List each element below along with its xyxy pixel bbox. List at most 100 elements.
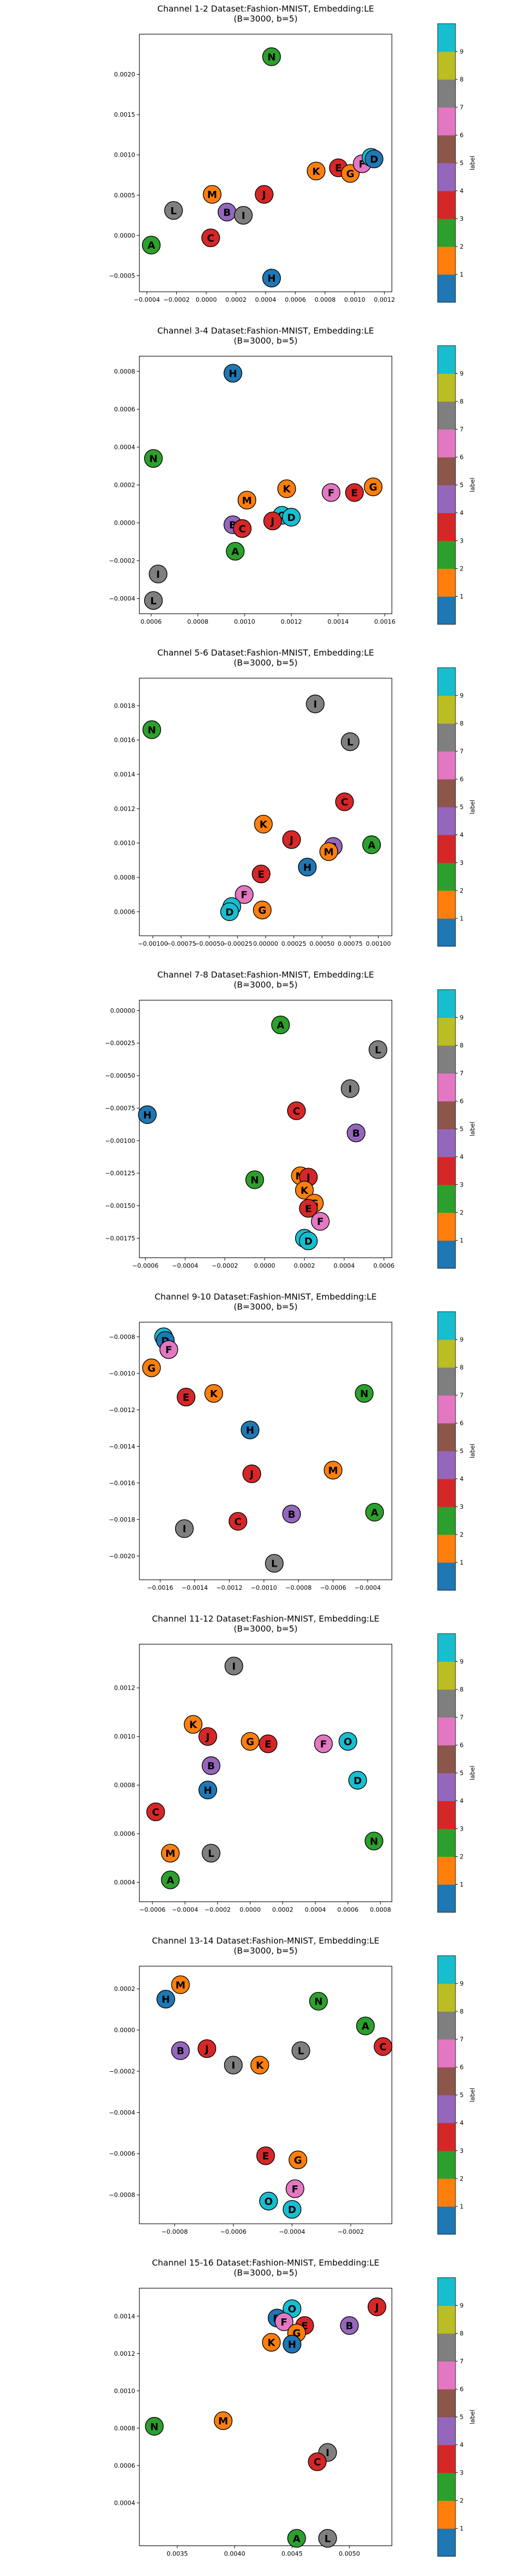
colorbar-tick-label: 1 <box>460 1559 463 1566</box>
colorbar-label: label <box>469 2088 476 2102</box>
axes-frame <box>139 678 392 936</box>
colorbar-segment <box>438 723 456 752</box>
y-tick-label: 0.0008 <box>114 874 135 881</box>
colorbar-segment <box>438 1045 456 1074</box>
scatter-point-G: G <box>240 1732 260 1751</box>
scatter-point-label: A <box>277 1020 285 1031</box>
scatter-point-label: G <box>258 905 267 916</box>
x-tick-label: −0.0006 <box>132 1262 158 1270</box>
scatter-point-H: H <box>262 269 281 288</box>
scatter-marker <box>237 490 257 510</box>
colorbar-segment <box>438 1773 456 1801</box>
y-tick-label: −0.00100 <box>105 1137 135 1144</box>
y-tick-label: 0.0004 <box>114 443 135 451</box>
colorbar-segment <box>438 2389 456 2417</box>
scatter-point-H: H <box>282 2335 301 2354</box>
scatter-point-M: M <box>203 185 222 204</box>
scatter-marker <box>144 591 163 610</box>
scatter-point-label: K <box>312 166 321 177</box>
x-tick-label: 0.0008 <box>370 1906 391 1914</box>
colorbar-segment <box>438 1633 456 1662</box>
colorbar-tick-label: 7 <box>460 748 463 755</box>
scatter-marker <box>224 364 242 383</box>
scatter-point-I: I <box>148 565 168 584</box>
scatter-point-label: L <box>325 2533 331 2544</box>
y-tick-label: 0.0000 <box>114 519 135 527</box>
colorbar-tick-label: 1 <box>460 1237 463 1244</box>
colorbar-tick-label: 9 <box>460 1658 463 1665</box>
colorbar-segment <box>438 135 456 163</box>
scatter-point-L: L <box>265 1554 284 1573</box>
colorbar-segment <box>438 107 456 136</box>
x-tick-label: 0.0006 <box>373 1262 394 1270</box>
x-tick-label: 0.0000 <box>254 1262 275 1270</box>
scatter-point-label: K <box>300 1185 309 1197</box>
colorbar-segment <box>438 989 456 1018</box>
scatter-point-label: M <box>242 495 252 506</box>
scatter-point-B: B <box>282 1505 301 1524</box>
scatter-marker <box>319 842 338 861</box>
scatter-point-label: J <box>270 516 275 527</box>
scatter-point-A: A <box>161 1870 180 1889</box>
scatter-marker <box>299 1231 318 1251</box>
colorbar-tick-label: 5 <box>460 482 463 489</box>
colorbar-tick-label: 4 <box>460 1475 463 1483</box>
scatter-marker <box>142 720 161 739</box>
colorbar-tick-label: 2 <box>460 565 463 573</box>
scatter-marker <box>362 835 381 854</box>
colorbar-segment <box>438 24 456 52</box>
scatter-point-F: F <box>159 1340 178 1359</box>
scatter-marker <box>365 149 383 169</box>
x-tick-label: 0.00025 <box>281 940 307 947</box>
scatter-point-J: J <box>242 1464 261 1484</box>
scatter-marker <box>255 185 274 204</box>
colorbar-segment <box>438 191 456 219</box>
colorbar-tick-label: 6 <box>460 775 463 783</box>
scatter-point-label: G <box>346 168 355 180</box>
scatter-marker <box>345 483 364 502</box>
scatter-point-label: B <box>177 2046 184 2057</box>
scatter-point-label: H <box>229 368 237 380</box>
scatter-point-O: O <box>282 2299 301 2318</box>
colorbar-segment <box>438 1129 456 1157</box>
scatter-marker <box>144 449 163 468</box>
y-tick-label: 0.0010 <box>114 1733 135 1740</box>
y-tick-label: −0.00150 <box>105 1202 135 1210</box>
scatter-point-label: M <box>207 189 217 201</box>
scatter-marker <box>203 185 222 204</box>
scatter-point-label: L <box>298 2046 304 2057</box>
scatter-point-label: D <box>370 154 378 165</box>
scatter-point-N: N <box>245 1170 264 1189</box>
chart-title-line: (B=3000, b=5) <box>234 980 298 990</box>
scatter-marker <box>201 228 220 248</box>
colorbar-segment <box>438 668 456 696</box>
scatter-point-J: J <box>367 2297 387 2316</box>
colorbar-tick-label: 6 <box>460 131 463 139</box>
chart-title-line: (B=3000, b=5) <box>234 2268 298 2278</box>
scatter-marker <box>308 2452 327 2471</box>
chart-title-line: (B=3000, b=5) <box>234 1624 298 1634</box>
colorbar-tick-label: 8 <box>460 2008 463 2015</box>
colorbar-label: label <box>469 478 476 493</box>
scatter-marker <box>314 1734 333 1753</box>
scatter-point-label: A <box>166 1875 174 1886</box>
scatter-point-L: L <box>201 1844 220 1863</box>
colorbar-segment <box>438 1828 456 1857</box>
x-tick-label: 0.00050 <box>309 940 335 947</box>
colorbar-tick-label: 3 <box>460 215 463 222</box>
scatter-marker <box>156 1990 175 2009</box>
scatter-point-C: C <box>308 2452 327 2471</box>
colorbar-segment <box>438 2179 456 2207</box>
scatter-marker <box>235 885 254 904</box>
colorbar-tick-label: 2 <box>460 2175 463 2182</box>
scatter-marker <box>287 1101 306 1120</box>
scatter-point-label: E <box>262 2151 269 2162</box>
colorbar-segment <box>438 485 456 513</box>
colorbar-tick-label: 7 <box>460 426 463 433</box>
scatter-point-M: M <box>319 842 338 861</box>
y-tick-label: 0.0020 <box>114 71 135 78</box>
colorbar-segment <box>438 1312 456 1340</box>
scatter-point-K: K <box>250 2056 269 2074</box>
y-tick-label: 0.0000 <box>114 2027 135 2034</box>
colorbar-segment <box>438 513 456 541</box>
